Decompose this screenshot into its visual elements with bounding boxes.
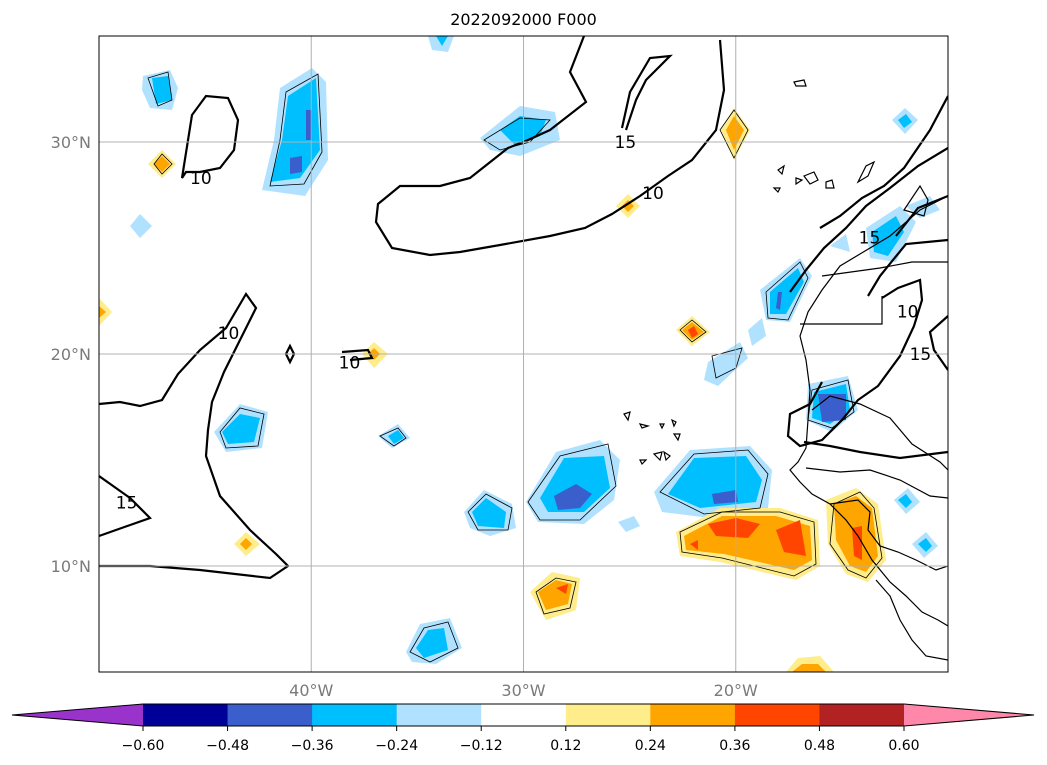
colorbar-segment [143, 704, 229, 726]
lon-tick-label: 30°W [501, 681, 545, 700]
colorbar-segment [312, 704, 398, 726]
colorbar-segment [565, 704, 651, 726]
map-title: 2022092000 F000 [450, 10, 597, 29]
colorbar-segment [227, 704, 313, 726]
colorbar-tick-label: −0.36 [291, 738, 334, 754]
colorbar-segment [734, 704, 820, 726]
islands [623, 79, 835, 466]
colorbar-segment [481, 704, 567, 726]
gridlines [99, 36, 948, 672]
contour-label: 15 [116, 493, 138, 513]
contour-label: 10 [339, 353, 361, 373]
contour-label: 10 [218, 324, 240, 344]
colorbar-tick-label: −0.48 [206, 738, 249, 754]
contour-label-layer: 10 10 15 10 10 15 10 15 15 [116, 133, 931, 513]
contour-label: 10 [190, 169, 212, 189]
colorbar-tick-label: −0.60 [122, 738, 165, 754]
colorbar-tick-label: 0.12 [550, 738, 581, 754]
contour-lines [99, 36, 948, 580]
lat-tick-label: 10°N [51, 557, 91, 576]
map-frame [98, 35, 949, 673]
contour-label: 15 [615, 133, 637, 153]
lat-tick-label: 30°N [51, 133, 91, 152]
contour-label: 10 [897, 303, 919, 323]
colorbar-tick-label: 0.36 [719, 738, 750, 754]
lon-tick-label: 20°W [714, 681, 758, 700]
colorbar-tick-label: 0.60 [888, 738, 919, 754]
colorbar-tick-label: 0.48 [804, 738, 835, 754]
contour-label: 15 [859, 228, 881, 248]
colorbar-tick-label: −0.12 [460, 738, 503, 754]
colorbar-tick-label: 0.24 [635, 738, 666, 754]
colorbar-extend-low [12, 704, 143, 726]
coastlines [789, 160, 948, 661]
colorbar-segment [396, 704, 482, 726]
colorbar-tick-label: −0.24 [375, 738, 418, 754]
colorbar-extend-high [904, 704, 1034, 726]
colorbar-segment [650, 704, 736, 726]
contour-label: 15 [910, 345, 932, 365]
lon-tick-label: 40°W [289, 681, 333, 700]
shading-outlines [147, 71, 883, 663]
colorbar-segment [819, 704, 905, 726]
tick-label-layer: 10°N 20°N 30°N 40°W 30°W 20°W [51, 133, 758, 700]
shaded-field [99, 36, 940, 672]
colorbar: −0.60 −0.48 −0.36 −0.24 −0.12 0.12 0.24 0.36 0.4… [11, 703, 1035, 754]
lat-tick-label: 20°N [51, 345, 91, 364]
contour-label: 10 [642, 184, 664, 204]
